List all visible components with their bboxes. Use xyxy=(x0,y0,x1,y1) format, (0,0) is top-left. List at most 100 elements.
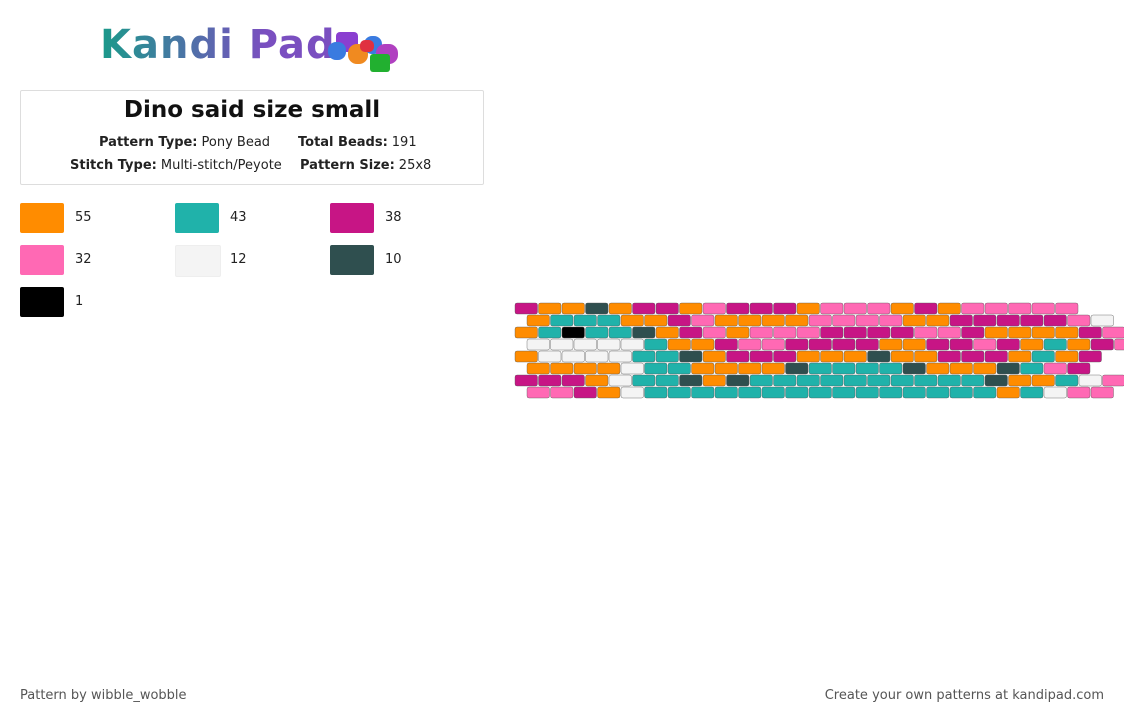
bead xyxy=(1055,374,1079,387)
bead xyxy=(808,314,832,327)
bead xyxy=(573,314,597,327)
bead xyxy=(961,302,985,315)
bead xyxy=(538,374,562,387)
bead xyxy=(585,374,609,387)
bead xyxy=(691,386,715,399)
author: Pattern by wibble_wobble xyxy=(20,688,187,703)
bead xyxy=(749,302,773,315)
bead xyxy=(996,314,1020,327)
bead xyxy=(867,302,891,315)
bead xyxy=(902,314,926,327)
bead xyxy=(843,302,867,315)
color-count: 10 xyxy=(385,252,402,267)
bead xyxy=(1031,374,1055,387)
bead xyxy=(949,338,973,351)
bead xyxy=(937,350,961,363)
promo-link[interactable]: Create your own patterns at kandipad.com xyxy=(824,688,1104,703)
logo: Kandi Pad xyxy=(100,22,336,68)
color-swatch xyxy=(175,245,221,277)
bead xyxy=(785,338,809,351)
bead xyxy=(832,338,856,351)
detail-label: Pattern Type: xyxy=(99,135,198,150)
bead xyxy=(773,374,797,387)
bead xyxy=(1055,326,1079,339)
bead xyxy=(773,350,797,363)
pattern-title: Dino said size small xyxy=(123,97,381,123)
bead xyxy=(1020,338,1044,351)
bead xyxy=(608,374,632,387)
bead xyxy=(561,374,585,387)
bead xyxy=(808,362,832,375)
bead xyxy=(1102,326,1124,339)
bead xyxy=(761,362,785,375)
bead xyxy=(550,362,574,375)
bead xyxy=(667,386,691,399)
bead xyxy=(702,374,726,387)
bead xyxy=(1090,386,1114,399)
bead xyxy=(538,302,562,315)
bead xyxy=(738,362,762,375)
bead xyxy=(961,350,985,363)
bead xyxy=(879,314,903,327)
bead xyxy=(667,362,691,375)
bead xyxy=(832,314,856,327)
bead xyxy=(1090,338,1114,351)
bead xyxy=(808,338,832,351)
bead xyxy=(597,338,621,351)
bead xyxy=(738,314,762,327)
bead xyxy=(820,326,844,339)
bead xyxy=(949,314,973,327)
bead xyxy=(996,362,1020,375)
bead xyxy=(632,326,656,339)
bead xyxy=(914,350,938,363)
bead xyxy=(879,362,903,375)
bead xyxy=(597,362,621,375)
detail-value: 191 xyxy=(391,135,417,150)
bead xyxy=(1031,326,1055,339)
color-swatch xyxy=(20,287,64,317)
bead xyxy=(714,338,738,351)
bead xyxy=(949,362,973,375)
bead xyxy=(890,302,914,315)
bead xyxy=(1008,326,1032,339)
bead xyxy=(526,338,550,351)
bead xyxy=(961,326,985,339)
bead xyxy=(855,314,879,327)
bead xyxy=(832,362,856,375)
bead xyxy=(644,338,668,351)
bead xyxy=(926,386,950,399)
bead xyxy=(1067,314,1091,327)
bead xyxy=(749,374,773,387)
bead xyxy=(867,350,891,363)
bead xyxy=(914,302,938,315)
bead xyxy=(655,302,679,315)
info-panel: Dino said size small Pattern Type: Pony B… xyxy=(20,90,484,185)
bead xyxy=(843,326,867,339)
bead xyxy=(996,386,1020,399)
bead xyxy=(514,302,538,315)
bead xyxy=(608,326,632,339)
bead xyxy=(820,302,844,315)
bead xyxy=(667,338,691,351)
color-count: 32 xyxy=(75,252,92,267)
bead xyxy=(667,314,691,327)
bead xyxy=(1067,362,1091,375)
bead xyxy=(620,314,644,327)
bead xyxy=(902,338,926,351)
detail-label: Stitch Type: xyxy=(70,158,157,173)
bead xyxy=(585,302,609,315)
bead xyxy=(761,386,785,399)
bead xyxy=(1020,386,1044,399)
detail: Pattern Size: 25x8 xyxy=(300,158,431,173)
bead xyxy=(538,350,562,363)
bead xyxy=(926,338,950,351)
bead xyxy=(785,314,809,327)
bead xyxy=(1055,350,1079,363)
bead xyxy=(620,338,644,351)
color-swatch xyxy=(20,245,64,275)
bead xyxy=(620,386,644,399)
bead xyxy=(702,326,726,339)
bead xyxy=(843,350,867,363)
bead xyxy=(949,386,973,399)
bead xyxy=(655,374,679,387)
